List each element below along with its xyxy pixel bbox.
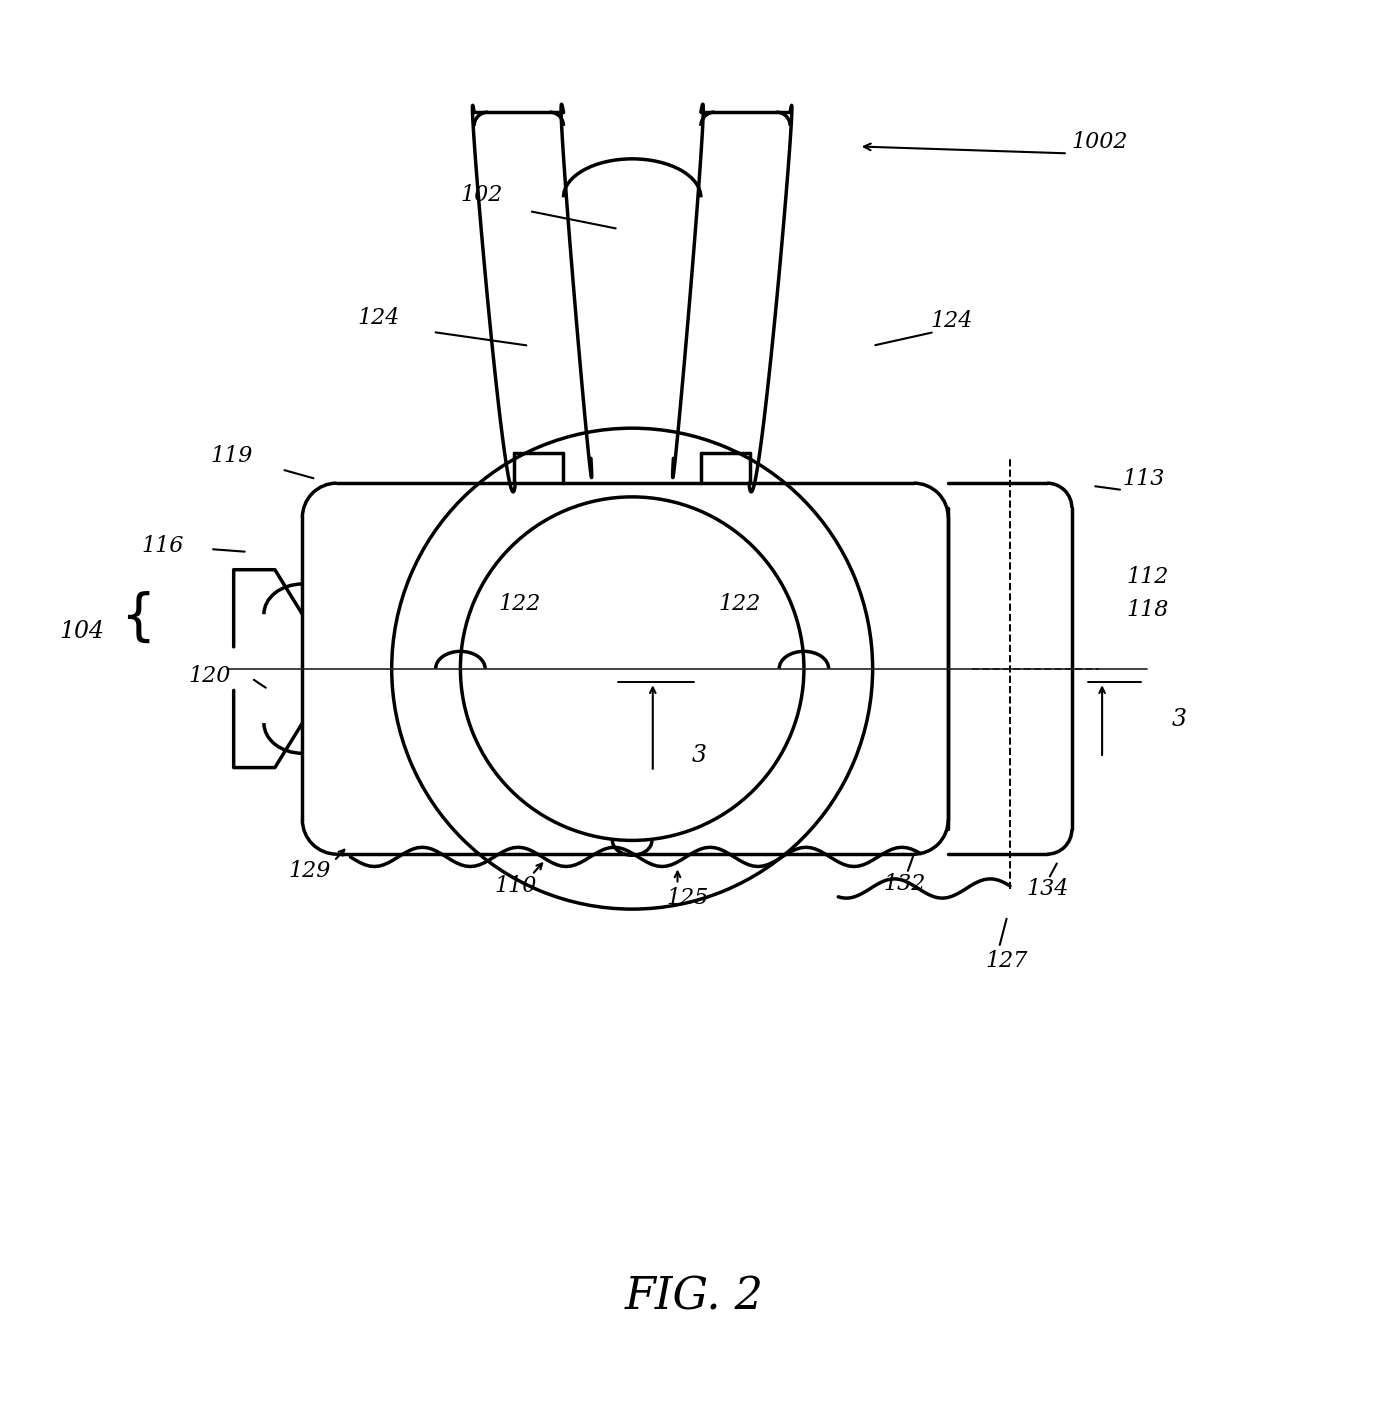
- Text: 102: 102: [461, 184, 502, 205]
- Text: 3: 3: [691, 744, 706, 766]
- Text: 116: 116: [142, 536, 185, 557]
- Text: 120: 120: [189, 665, 230, 686]
- Text: 124: 124: [357, 308, 400, 329]
- Text: 127: 127: [985, 950, 1027, 973]
- Text: {: {: [119, 591, 155, 645]
- Text: 122: 122: [719, 593, 761, 614]
- Text: 104: 104: [60, 620, 104, 643]
- Text: 118: 118: [1127, 599, 1169, 620]
- Text: 124: 124: [930, 309, 973, 332]
- Text: 112: 112: [1127, 565, 1169, 588]
- Text: 1002: 1002: [1072, 131, 1128, 153]
- Text: 122: 122: [498, 593, 541, 614]
- Text: 134: 134: [1027, 877, 1069, 900]
- Text: 129: 129: [289, 859, 330, 882]
- Text: 125: 125: [666, 887, 709, 910]
- Text: 119: 119: [211, 444, 253, 467]
- Text: FIG. 2: FIG. 2: [625, 1275, 763, 1319]
- Text: 110: 110: [494, 875, 537, 897]
- Text: 113: 113: [1123, 468, 1165, 491]
- Text: 132: 132: [884, 873, 926, 896]
- Text: 3: 3: [1173, 709, 1187, 731]
